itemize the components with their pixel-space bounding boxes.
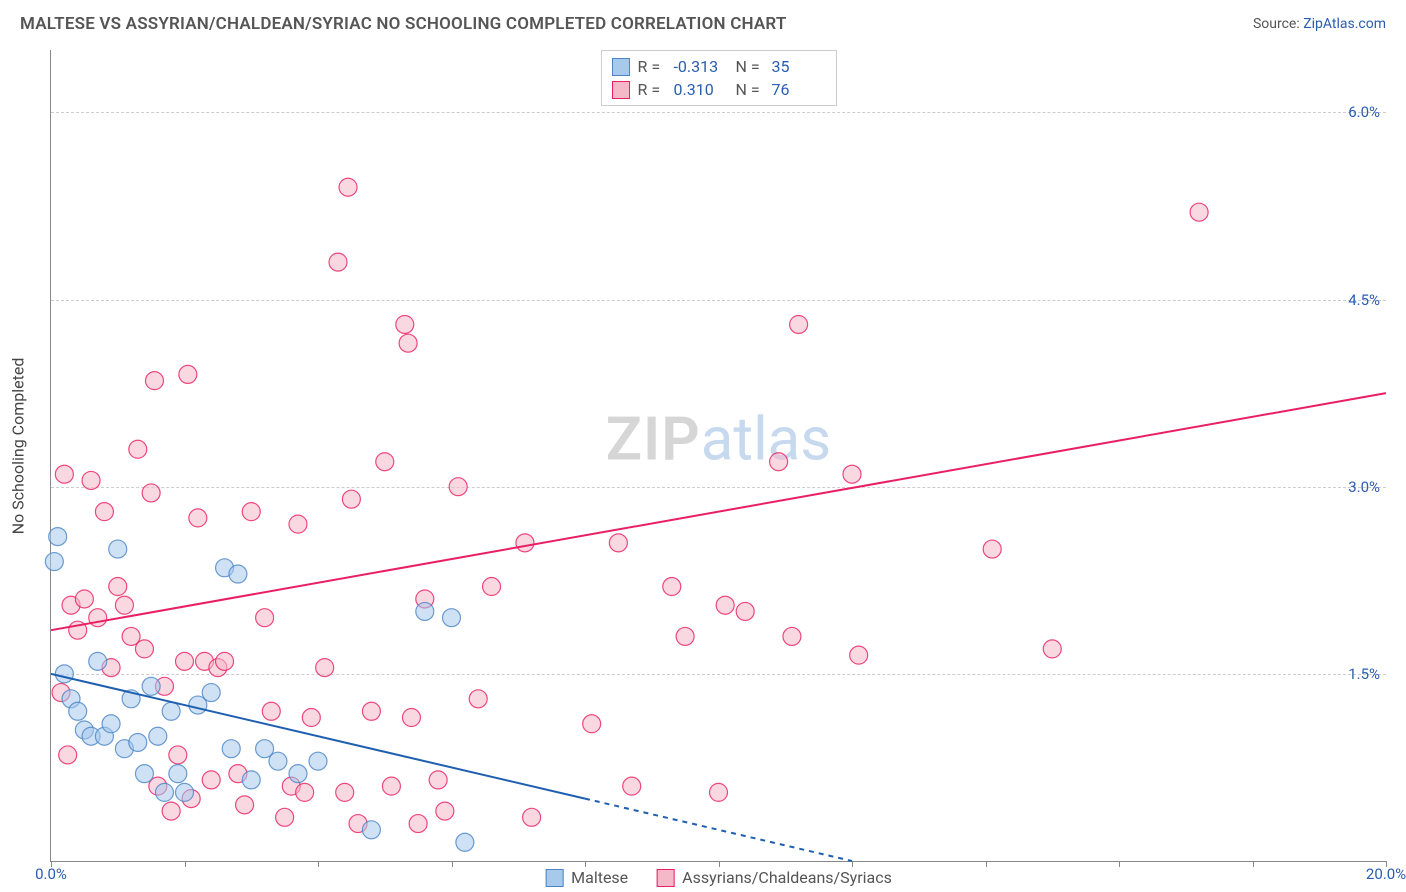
x-tick (452, 861, 453, 867)
n-value-maltese: 35 (772, 57, 826, 76)
r-value-maltese: -0.313 (674, 57, 728, 76)
swatch-assyrians (656, 869, 674, 887)
swatch-maltese (612, 58, 630, 76)
legend-item-assyrians: Assyrians/Chaldeans/Syriacs (656, 868, 892, 887)
n-value-assyrians: 76 (772, 80, 826, 99)
series-legend: Maltese Assyrians/Chaldeans/Syriacs (535, 868, 902, 887)
swatch-maltese (545, 869, 563, 887)
correlation-legend: R = -0.313 N = 35 R = 0.310 N = 76 (601, 50, 837, 106)
y-axis-label: No Schooling Completed (9, 358, 28, 535)
r-value-assyrians: 0.310 (674, 80, 728, 99)
x-tick (185, 861, 186, 867)
legend-label-assyrians: Assyrians/Chaldeans/Syriacs (682, 868, 892, 887)
chart-plot-area: ZIPatlas R = -0.313 N = 35 R = 0.310 N =… (50, 50, 1386, 862)
x-tick-label: 0.0% (35, 865, 67, 883)
legend-label-maltese: Maltese (571, 868, 628, 887)
x-tick (1119, 861, 1120, 867)
source-attribution: Source: ZipAtlas.com (1253, 16, 1386, 32)
r-label: R = (638, 80, 666, 99)
x-tick (852, 861, 853, 867)
x-tick (585, 861, 586, 867)
x-tick (719, 861, 720, 867)
source-label: Source: (1253, 16, 1300, 32)
n-label: N = (736, 80, 764, 99)
chart-title: MALTESE VS ASSYRIAN/CHALDEAN/SYRIAC NO S… (20, 14, 787, 34)
x-tick (318, 861, 319, 867)
scatter-svg (51, 50, 1386, 861)
legend-item-maltese: Maltese (545, 868, 628, 887)
x-tick (1253, 861, 1254, 867)
r-label: R = (638, 57, 666, 76)
swatch-assyrians (612, 81, 630, 99)
legend-row-assyrians: R = 0.310 N = 76 (612, 78, 826, 101)
x-tick-label: 20.0% (1366, 865, 1406, 883)
chart-header: MALTESE VS ASSYRIAN/CHALDEAN/SYRIAC NO S… (0, 0, 1406, 44)
n-label: N = (736, 57, 764, 76)
source-link[interactable]: ZipAtlas.com (1303, 16, 1386, 32)
x-tick (986, 861, 987, 867)
legend-row-maltese: R = -0.313 N = 35 (612, 55, 826, 78)
